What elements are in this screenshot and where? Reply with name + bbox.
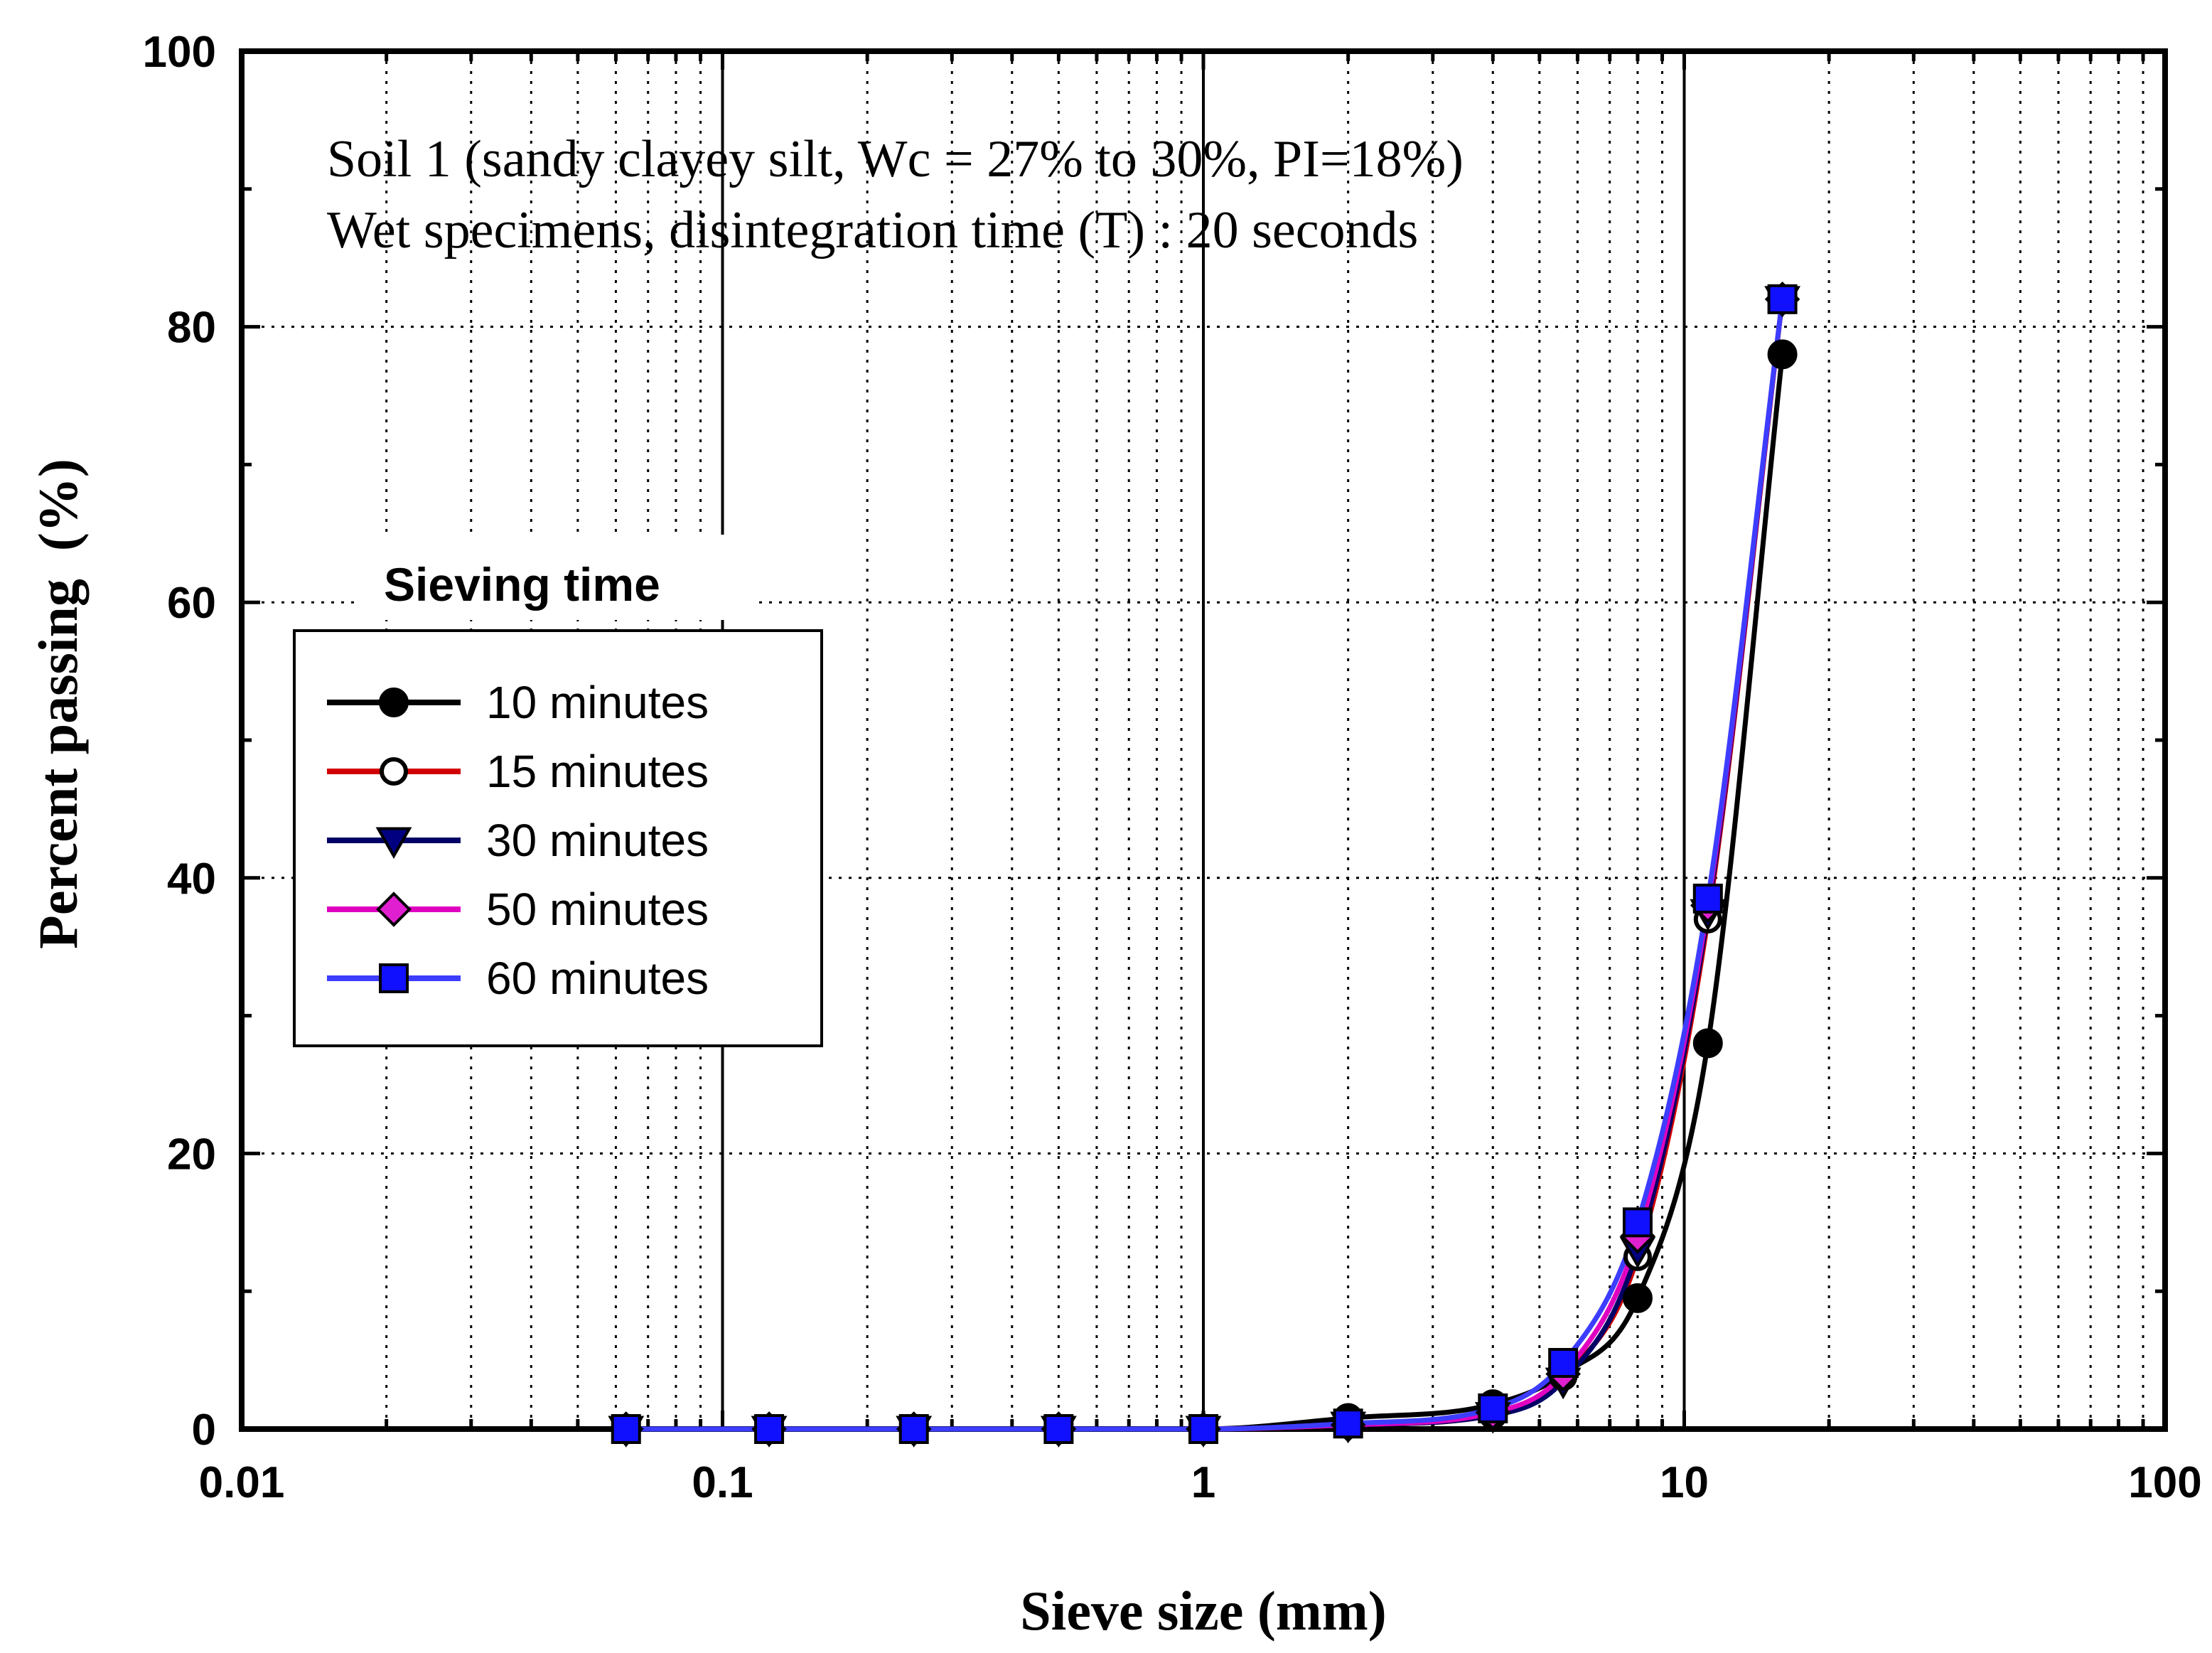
y-axis-label: Percent passing (%) <box>27 459 89 949</box>
legend: Sieving time 10 minutes 15 minutes 30 minu… <box>293 535 823 1047</box>
x-tick-label: 100 <box>2128 1458 2201 1507</box>
legend-item: 60 minutes <box>327 953 709 1004</box>
legend-title-mask <box>355 535 753 620</box>
legend-label: 10 minutes <box>486 677 709 728</box>
legend-item: 30 minutes <box>327 815 709 866</box>
x-tick-label: 0.01 <box>199 1458 285 1507</box>
data-point <box>1548 1347 1579 1378</box>
y-tick-label: 0 <box>192 1406 216 1455</box>
y-tick-label: 20 <box>167 1130 216 1179</box>
series-markers-60-minutes <box>611 284 1798 1444</box>
x-axis-label: Sieve size (mm) <box>1020 1580 1386 1642</box>
legend-marker <box>376 892 412 927</box>
x-tick-labels: 0.01 0.1 1 10 100 <box>199 1458 2202 1507</box>
chart-title-line-2: Wet specimens, disintegration time (T) :… <box>327 201 1418 260</box>
legend-item: 15 minutes <box>327 746 709 797</box>
y-tick-label: 100 <box>143 28 216 77</box>
x-tick-label: 10 <box>1660 1458 1709 1507</box>
data-point <box>1188 1414 1218 1444</box>
data-point <box>754 1414 785 1444</box>
legend-item: 50 minutes <box>327 884 709 935</box>
legend-marker <box>379 963 409 993</box>
y-tick-label: 40 <box>167 855 216 904</box>
x-tick-label: 1 <box>1191 1458 1215 1507</box>
legend-title: Sieving time <box>384 558 660 611</box>
legend-marker <box>379 688 409 717</box>
legend-item: 10 minutes <box>327 677 709 728</box>
data-point <box>1622 1207 1653 1238</box>
legend-label: 15 minutes <box>486 746 709 797</box>
data-point <box>1043 1414 1074 1444</box>
data-point <box>611 1414 641 1444</box>
data-point <box>898 1414 929 1444</box>
data-point <box>1478 1393 1508 1423</box>
chart-title-line-1: Soil 1 (sandy clayey silt, Wc = 27% to 3… <box>327 130 1464 188</box>
x-tick-label: 0.1 <box>692 1458 753 1507</box>
legend-label: 60 minutes <box>486 953 709 1004</box>
legend-label: 30 minutes <box>486 815 709 866</box>
data-point <box>1767 339 1798 370</box>
data-point <box>1692 1028 1723 1059</box>
data-point <box>1333 1408 1363 1439</box>
data-point <box>1692 883 1723 914</box>
legend-label: 50 minutes <box>486 884 709 935</box>
data-point <box>1622 1283 1653 1313</box>
y-tick-label: 80 <box>167 304 216 353</box>
legend-marker <box>380 757 408 786</box>
y-tick-labels: 0 20 40 60 80 100 <box>143 28 216 1455</box>
series-layer <box>608 282 1801 1448</box>
legend-marker <box>375 827 412 860</box>
y-tick-label: 60 <box>167 579 216 628</box>
data-point <box>1767 284 1798 314</box>
